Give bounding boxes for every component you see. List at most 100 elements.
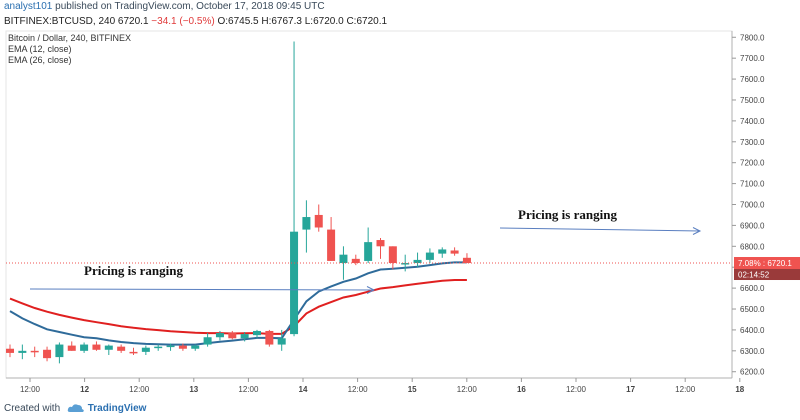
countdown-label: 02:14:52 — [738, 271, 770, 280]
candle-body — [6, 348, 14, 353]
candle-body — [104, 345, 113, 350]
x-tick-label: 12:00 — [129, 385, 150, 394]
author-link[interactable]: analyst101 — [4, 1, 53, 12]
candle-body — [413, 259, 422, 264]
y-tick-label: 6500.0 — [740, 305, 765, 314]
footer: Created with TradingView — [4, 401, 146, 417]
y-tick-label: 6200.0 — [740, 368, 765, 377]
annotation-text-2: Pricing is ranging — [518, 207, 617, 222]
candle-body — [438, 249, 447, 254]
price-change: −34.1 (−0.5%) — [151, 16, 215, 27]
y-tick-label: 6600.0 — [740, 284, 765, 293]
ema12-line — [9, 261, 467, 346]
legend-ema26[interactable]: EMA (26, close) — [8, 55, 72, 65]
candle-body — [43, 349, 52, 359]
publish-info: analyst101 published on TradingView.com,… — [0, 0, 800, 14]
ema26-line — [9, 279, 467, 335]
ranging-arrow-1 — [29, 288, 375, 291]
countdown-badge — [734, 269, 800, 281]
ohlc-values: O:6745.5 H:6767.3 L:6720.0 C:6720.1 — [217, 16, 388, 27]
candle-layer — [6, 41, 471, 364]
candle-body — [339, 254, 348, 264]
candle-body — [277, 338, 286, 345]
candle-body — [351, 258, 360, 264]
candle-body — [462, 257, 471, 264]
x-tick-label: 13 — [189, 385, 198, 394]
x-tick-label: 12 — [80, 385, 89, 394]
candle-body — [154, 346, 163, 349]
candle-body — [30, 350, 39, 353]
publish-text: published on TradingView.com, October 17… — [55, 1, 325, 12]
candle-body — [129, 351, 138, 354]
candle-body — [425, 252, 434, 260]
y-tick-label: 7400.0 — [740, 117, 765, 126]
y-tick-label: 7100.0 — [740, 180, 765, 189]
candle-body — [364, 242, 373, 261]
x-tick-label: 16 — [517, 385, 526, 394]
x-tick-label: 12:00 — [566, 385, 587, 394]
ranging-arrow-1-head — [366, 286, 376, 294]
x-tick-label: 14 — [299, 385, 308, 394]
last-price: 6720.1 — [117, 16, 149, 27]
candle-body — [265, 330, 274, 345]
candle-body — [376, 240, 385, 247]
y-tick-label: 7600.0 — [740, 75, 765, 84]
candle-body — [80, 344, 89, 351]
candle-body — [253, 330, 261, 336]
y-tick-label: 6900.0 — [740, 221, 765, 230]
candle-body — [92, 344, 101, 350]
tradingview-brand[interactable]: TradingView — [87, 403, 147, 414]
candle-body — [401, 263, 410, 265]
ranging-arrow-2-head — [692, 227, 702, 235]
candle-body — [240, 334, 249, 339]
y-tick-label: 6800.0 — [740, 242, 765, 251]
candle-body — [67, 345, 76, 351]
ema-layer — [9, 261, 467, 346]
y-tick-label: 7700.0 — [740, 54, 765, 63]
tradingview-cloud-icon — [67, 404, 84, 413]
y-tick-label: 6400.0 — [740, 326, 765, 335]
x-tick-label: 12:00 — [238, 385, 259, 394]
last-price-badge — [734, 257, 800, 270]
x-tick-label: 12:00 — [457, 385, 478, 394]
candle-body — [388, 246, 397, 264]
candle-body — [178, 345, 187, 349]
candle-body — [141, 347, 150, 352]
candle-body — [314, 214, 323, 228]
last-price-label: 7.08% : 6720.1 — [738, 259, 792, 268]
candle-body — [203, 337, 212, 345]
legend-title: Bitcoin / Dollar, 240, BITFINEX — [8, 33, 132, 43]
x-tick-label: 12:00 — [675, 385, 696, 394]
y-tick-label: 6300.0 — [740, 347, 765, 356]
y-tick-label: 7300.0 — [740, 138, 765, 147]
axis-layer: 6200.06300.06400.06500.06600.06700.06800… — [6, 31, 800, 394]
annotation-layer: Pricing is ranging Pricing is ranging — [6, 207, 732, 294]
candle-body — [290, 231, 299, 335]
candle-body — [215, 333, 224, 338]
candle-body — [302, 217, 311, 230]
y-tick-label: 7200.0 — [740, 159, 765, 168]
symbol-bar: BITFINEX:BTCUSD, 240 6720.1 −34.1 (−0.5%… — [0, 14, 800, 29]
x-tick-label: 15 — [408, 385, 417, 394]
y-tick-label: 7000.0 — [740, 201, 765, 210]
candle-body — [166, 345, 175, 348]
x-tick-label: 18 — [735, 385, 744, 394]
symbol-name[interactable]: BITFINEX:BTCUSD, 240 — [4, 16, 116, 27]
candle-body — [450, 250, 459, 254]
candle-body — [191, 345, 200, 349]
annotation-text-1: Pricing is ranging — [84, 263, 183, 278]
x-tick-label: 17 — [626, 385, 635, 394]
y-tick-label: 7800.0 — [740, 33, 765, 42]
candle-body — [55, 344, 64, 358]
candle-body — [18, 350, 27, 353]
created-with-text: Created with — [4, 403, 61, 414]
candle-body — [327, 229, 336, 261]
chart-legend: Bitcoin / Dollar, 240, BITFINEX EMA (12,… — [8, 33, 131, 66]
x-tick-label: 12:00 — [348, 385, 369, 394]
candle-body — [228, 333, 237, 339]
candle-body — [117, 346, 126, 351]
legend-ema12[interactable]: EMA (12, close) — [8, 44, 72, 54]
x-tick-label: 12:00 — [20, 385, 41, 394]
